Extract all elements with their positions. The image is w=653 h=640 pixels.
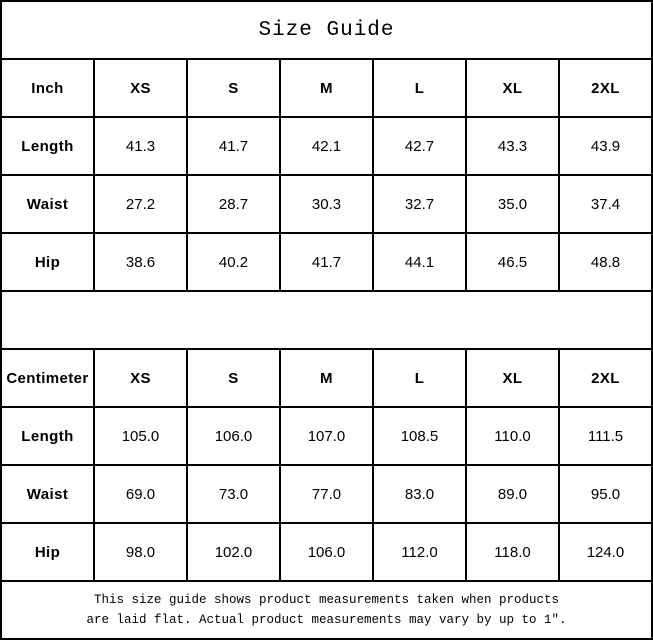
measurement-value: 107.0 — [279, 406, 374, 466]
measurement-value: 42.1 — [279, 116, 374, 176]
size-header-l: L — [372, 58, 467, 118]
centimeter-header-row: Centimeter XS S M L XL 2XL — [0, 348, 653, 408]
measurement-value: 102.0 — [186, 522, 281, 582]
measurement-value: 118.0 — [465, 522, 560, 582]
measurement-value: 30.3 — [279, 174, 374, 234]
row-label-length: Length — [0, 116, 95, 176]
measurement-value: 37.4 — [558, 174, 653, 234]
size-header-s: S — [186, 348, 281, 408]
spacer-row — [0, 290, 653, 350]
row-label-hip: Hip — [0, 232, 95, 292]
measurement-value: 98.0 — [93, 522, 188, 582]
centimeter-length-row: Length 105.0 106.0 107.0 108.5 110.0 111… — [0, 406, 653, 466]
measurement-value: 28.7 — [186, 174, 281, 234]
measurement-value: 48.8 — [558, 232, 653, 292]
size-header-2xl: 2XL — [558, 348, 653, 408]
measurement-value: 95.0 — [558, 464, 653, 524]
size-header-xl: XL — [465, 58, 560, 118]
spacer-cell — [0, 290, 653, 350]
footer-note: This size guide shows product measuremen… — [0, 580, 653, 640]
size-guide-title: Size Guide — [0, 0, 653, 60]
measurement-value: 43.9 — [558, 116, 653, 176]
measurement-value: 106.0 — [186, 406, 281, 466]
measurement-value: 108.5 — [372, 406, 467, 466]
measurement-value: 112.0 — [372, 522, 467, 582]
inch-waist-row: Waist 27.2 28.7 30.3 32.7 35.0 37.4 — [0, 174, 653, 234]
inch-hip-row: Hip 38.6 40.2 41.7 44.1 46.5 48.8 — [0, 232, 653, 292]
row-label-hip: Hip — [0, 522, 95, 582]
size-header-s: S — [186, 58, 281, 118]
measurement-value: 110.0 — [465, 406, 560, 466]
measurement-value: 89.0 — [465, 464, 560, 524]
title-row: Size Guide — [0, 0, 653, 60]
measurement-value: 43.3 — [465, 116, 560, 176]
measurement-value: 41.3 — [93, 116, 188, 176]
footer-note-line2: are laid flat. Actual product measuremen… — [86, 613, 567, 627]
row-label-length: Length — [0, 406, 95, 466]
measurement-value: 77.0 — [279, 464, 374, 524]
size-header-xl: XL — [465, 348, 560, 408]
inch-length-row: Length 41.3 41.7 42.1 42.7 43.3 43.9 — [0, 116, 653, 176]
measurement-value: 46.5 — [465, 232, 560, 292]
size-header-l: L — [372, 348, 467, 408]
centimeter-waist-row: Waist 69.0 73.0 77.0 83.0 89.0 95.0 — [0, 464, 653, 524]
row-label-waist: Waist — [0, 464, 95, 524]
measurement-value: 111.5 — [558, 406, 653, 466]
measurement-value: 73.0 — [186, 464, 281, 524]
measurement-value: 69.0 — [93, 464, 188, 524]
measurement-value: 27.2 — [93, 174, 188, 234]
measurement-value: 83.0 — [372, 464, 467, 524]
measurement-value: 38.6 — [93, 232, 188, 292]
measurement-value: 40.2 — [186, 232, 281, 292]
measurement-value: 106.0 — [279, 522, 374, 582]
size-header-xs: XS — [93, 348, 188, 408]
footer-row: This size guide shows product measuremen… — [0, 580, 653, 640]
measurement-value: 124.0 — [558, 522, 653, 582]
unit-header-centimeter: Centimeter — [0, 348, 95, 408]
size-header-m: M — [279, 348, 374, 408]
measurement-value: 42.7 — [372, 116, 467, 176]
size-header-m: M — [279, 58, 374, 118]
inch-header-row: Inch XS S M L XL 2XL — [0, 58, 653, 118]
unit-header-inch: Inch — [0, 58, 95, 118]
footer-note-line1: This size guide shows product measuremen… — [93, 593, 560, 607]
measurement-value: 41.7 — [279, 232, 374, 292]
centimeter-hip-row: Hip 98.0 102.0 106.0 112.0 118.0 124.0 — [0, 522, 653, 582]
measurement-value: 105.0 — [93, 406, 188, 466]
row-label-waist: Waist — [0, 174, 95, 234]
size-header-xs: XS — [93, 58, 188, 118]
measurement-value: 35.0 — [465, 174, 560, 234]
measurement-value: 32.7 — [372, 174, 467, 234]
size-header-2xl: 2XL — [558, 58, 653, 118]
measurement-value: 41.7 — [186, 116, 281, 176]
measurement-value: 44.1 — [372, 232, 467, 292]
